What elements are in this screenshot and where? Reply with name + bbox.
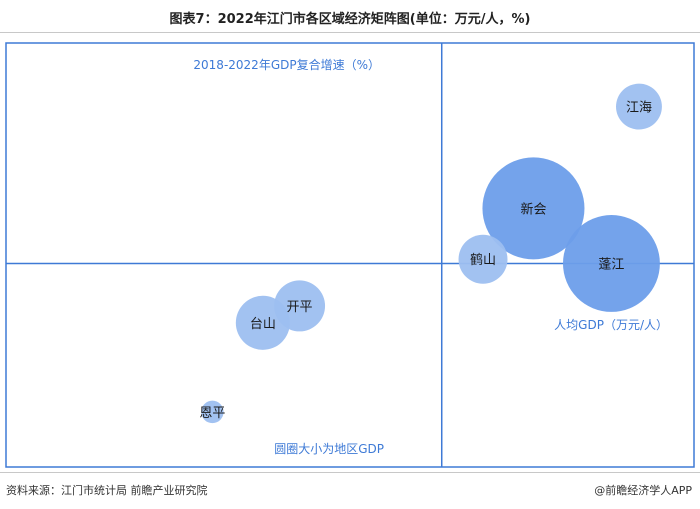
bubble-4: [458, 234, 508, 284]
bubble-label-2: 新会: [520, 201, 546, 217]
bubble-label-6: 台山: [250, 317, 276, 332]
bubble-3: [562, 215, 660, 312]
bubble-label-5: 开平: [287, 300, 313, 315]
bubble-2: [482, 157, 585, 260]
bubble-6: [235, 295, 290, 350]
y-axis-label: 2018-2022年GDP复合增速（%）: [193, 57, 380, 72]
bubble-1: [616, 83, 662, 130]
title-divider: [0, 32, 700, 33]
bubble-label-7: 恩平: [199, 406, 225, 421]
source-note: 资料来源：江门市统计局 前瞻产业研究院: [6, 484, 208, 497]
bubble-label-1: 江海: [626, 101, 652, 116]
bubble-label-3: 蓬江: [598, 257, 624, 272]
app-credit: @前瞻经济学人APP: [594, 484, 692, 497]
size-legend-label: 圆圈大小为地区GDP: [274, 442, 384, 456]
chart-frame: [5, 42, 695, 468]
footer-divider: [0, 472, 700, 473]
bubble-7: [201, 400, 224, 424]
chart-title: 图表7：2022年江门市各区域经济矩阵图(单位：万元/人，%): [169, 12, 531, 27]
bubble-label-4: 鹤山: [470, 252, 496, 268]
x-axis-label: 人均GDP（万元/人）: [554, 318, 668, 332]
